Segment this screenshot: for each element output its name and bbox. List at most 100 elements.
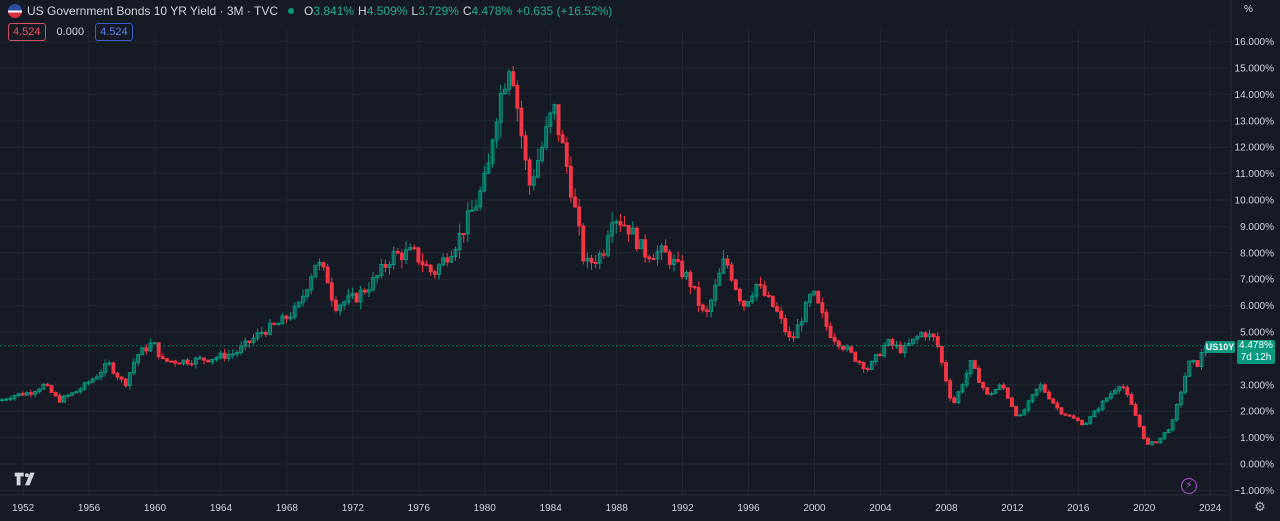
candle-body	[981, 381, 986, 389]
time-axis[interactable]: 1952 1956 1960 1964 1968 1972 1976 1980 1984 1988…	[0, 494, 1231, 514]
candle-body	[873, 354, 878, 362]
candle-body	[321, 262, 326, 268]
candle-body	[251, 337, 256, 343]
candle-body	[1055, 402, 1060, 409]
candle-body	[457, 233, 462, 251]
candle-body	[8, 397, 13, 400]
candle-body	[177, 362, 182, 365]
candle-body	[754, 283, 759, 297]
candle-body	[148, 342, 153, 352]
candle-body	[90, 378, 95, 383]
candle-body	[1158, 437, 1163, 444]
bar-countdown: 7d 12h	[1240, 352, 1272, 363]
y-tick-label: 6.000%	[1240, 301, 1274, 312]
candle-body	[787, 331, 792, 338]
candle-body	[593, 261, 598, 264]
candle-body	[152, 342, 157, 345]
last-price-value: 4.478%	[1239, 340, 1273, 351]
candle-body	[325, 266, 330, 284]
candle-body	[474, 206, 479, 211]
x-tick-label: 1984	[540, 503, 563, 514]
candle-body	[239, 345, 244, 353]
candle-body	[399, 252, 404, 261]
candle-body	[1071, 415, 1076, 419]
symbol-title[interactable]: US Government Bonds 10 YR Yield · 3M · T…	[27, 4, 278, 18]
indicator-values: 4.524 0.000 4.524	[8, 23, 133, 41]
candle-body	[1146, 437, 1150, 445]
candle-body	[614, 221, 619, 224]
candle-body	[523, 135, 528, 161]
candle-body	[379, 263, 384, 277]
candle-body	[437, 264, 441, 275]
candle-body	[61, 395, 66, 403]
y-tick-label: 11.000%	[1235, 169, 1274, 180]
candle-body	[383, 263, 388, 268]
candle-body	[597, 253, 602, 264]
candle-body	[816, 290, 821, 304]
x-tick-label: 2016	[1067, 503, 1090, 514]
tradingview-logo-icon[interactable]	[12, 470, 38, 488]
candle-body	[41, 383, 46, 390]
gear-icon[interactable]: ⚙	[1254, 499, 1266, 514]
candle-body	[470, 209, 474, 212]
candle-body	[478, 190, 483, 208]
candle-body	[366, 289, 371, 293]
x-tick-label: 1980	[474, 503, 497, 514]
candle-body	[960, 384, 965, 393]
candle-body	[997, 384, 1002, 391]
candle-body	[770, 295, 775, 308]
last-price-label: 4.478% 7d 12h	[1237, 340, 1275, 364]
y-tick-label: 8.000%	[1240, 248, 1274, 259]
candle-body	[53, 391, 58, 397]
candle-body	[1162, 432, 1167, 439]
symbol-legend[interactable]: US Government Bonds 10 YR Yield · 3M · T…	[8, 3, 616, 19]
candle-body	[346, 295, 351, 303]
candle-body	[395, 251, 400, 254]
candle-body	[515, 84, 520, 109]
candle-body	[799, 321, 804, 326]
candle-body	[259, 332, 264, 335]
badge-right[interactable]: 4.524	[95, 23, 133, 41]
percent-scale-button[interactable]: %	[1244, 4, 1253, 15]
candle-body	[37, 388, 42, 393]
candle-body	[560, 134, 565, 144]
y-tick-label: 2.000%	[1240, 407, 1274, 418]
candle-body	[408, 247, 413, 251]
candle-body	[968, 360, 973, 374]
x-tick-label: 1968	[276, 503, 299, 514]
candle-body	[820, 302, 825, 313]
candle-body	[1183, 375, 1188, 393]
candle-body	[230, 353, 235, 356]
candle-body	[1141, 425, 1146, 439]
candle-body	[634, 227, 639, 250]
ohlc-low-key: L	[411, 4, 419, 18]
badge-left[interactable]: 4.524	[8, 23, 46, 41]
candle-body	[424, 264, 429, 267]
x-tick-label: 2000	[803, 503, 826, 514]
price-axis[interactable]: 16.000% 15.000% 14.000% 13.000% 12.000% 11.00…	[1230, 0, 1274, 521]
candle-body	[1080, 419, 1084, 426]
candle-body	[746, 301, 751, 307]
lightning-icon[interactable]: ⚡	[1181, 478, 1197, 494]
chart-grid	[0, 30, 1230, 495]
y-tick-label: 1.000%	[1240, 433, 1274, 444]
candle-body	[1075, 417, 1080, 421]
candle-body	[1063, 413, 1068, 416]
candle-body	[531, 176, 536, 186]
candle-body	[1174, 403, 1179, 421]
candle-body	[832, 336, 837, 342]
y-tick-label: 5.000%	[1240, 328, 1274, 339]
candle-body	[333, 299, 338, 311]
candle-body	[919, 332, 924, 338]
candle-body	[1166, 429, 1171, 434]
candle-body	[630, 227, 635, 235]
candle-body	[639, 239, 643, 250]
candle-body	[952, 397, 957, 404]
candle-body	[1154, 441, 1159, 444]
candle-body	[1195, 360, 1200, 368]
candle-body	[235, 351, 239, 355]
candle-body	[490, 139, 495, 164]
x-tick-label: 2024	[1199, 503, 1222, 514]
x-tick-label: 2008	[935, 503, 958, 514]
